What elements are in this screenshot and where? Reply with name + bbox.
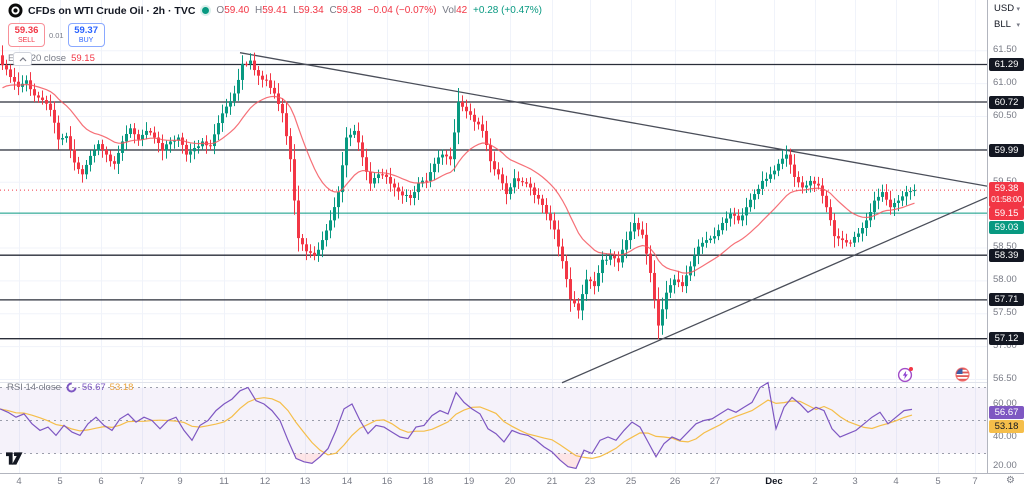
time-tick-label: 16	[381, 476, 393, 487]
rsi-line	[0, 381, 913, 470]
time-tick-label: 7	[972, 476, 978, 487]
chevron-down-icon: ▾	[1016, 5, 1020, 13]
time-tick-label: 2	[812, 476, 818, 487]
bar-countdown: 01:58:00	[991, 194, 1022, 205]
economic-event-flag-icon[interactable]	[954, 366, 971, 388]
price-level-badge: 61.29	[989, 58, 1024, 72]
time-tick-label: 26	[669, 476, 681, 487]
time-tick-label: 4	[893, 476, 899, 487]
time-tick-label: 12	[259, 476, 271, 487]
price-tick-label: 59.50	[993, 176, 1017, 188]
ema-line[interactable]	[2, 83, 915, 274]
price-level-lines[interactable]	[0, 63, 987, 340]
price-level-badge: 60.72	[989, 95, 1024, 109]
price-tick-label: 56.50	[993, 372, 1017, 384]
price-level-badge: 57.12	[989, 332, 1024, 346]
time-tick-label: 9	[177, 476, 183, 487]
price-chart-canvas[interactable]	[0, 0, 987, 473]
time-tick-label: 27	[709, 476, 721, 487]
collapse-legend-button[interactable]	[13, 52, 32, 66]
time-tick-label: 5	[57, 476, 63, 487]
current-price-badge: 59.38 01:58:00	[989, 182, 1024, 208]
timezone-settings-gear-icon[interactable]: ⚙	[1006, 475, 1015, 486]
time-tick-label: 4	[16, 476, 22, 487]
time-tick-label: 7	[139, 476, 145, 487]
time-tick-label: 6	[98, 476, 104, 487]
time-tick-label: 25	[625, 476, 637, 487]
price-axis[interactable]: USD ▾ BLL ▾ 61.5061.0060.5059.5058.5058.…	[987, 0, 1024, 473]
buy-button[interactable]: 59.37 BUY	[67, 23, 105, 47]
price-tick-label: 58.50	[993, 241, 1017, 253]
price-level-badge: 59.99	[989, 143, 1024, 157]
rsi-value-badge: 56.67	[989, 405, 1024, 419]
technicals-gauge-icon[interactable]	[897, 366, 914, 388]
time-axis[interactable]: ⚙ 4 5 6 7 9 11 12 13 14 16 18 19 20 21 23 25 26 27 Dec 2 3 4 5…	[0, 473, 1024, 487]
price-tick-label: 60.50	[993, 109, 1017, 121]
time-tick-label: 5	[935, 476, 941, 487]
time-tick-label: Dec	[765, 476, 783, 487]
chevron-up-icon	[19, 56, 26, 61]
time-tick-label: 11	[219, 476, 229, 487]
rsi-tick-label: 40.00	[993, 430, 1017, 442]
price-tick-label: 58.00	[993, 274, 1017, 286]
price-tick-label: 61.50	[993, 44, 1017, 56]
descending-trendline	[239, 52, 987, 187]
time-tick-label: 23	[584, 476, 596, 487]
ema-value-badge: 59.15	[989, 207, 1024, 221]
tradingview-logo[interactable]	[6, 452, 23, 471]
time-tick-label: 14	[341, 476, 353, 487]
time-tick-label: 18	[422, 476, 434, 487]
prev-close-badge: 59.03	[989, 221, 1024, 235]
candles-layer	[1, 45, 916, 340]
trendlines[interactable]	[239, 52, 987, 384]
spread-value: 0.01	[49, 30, 64, 40]
chevron-down-icon: ▾	[1016, 21, 1020, 29]
rsi-tick-label: 60.00	[993, 397, 1017, 409]
rsi-ma-badge: 53.18	[989, 419, 1024, 433]
price-level-badge: 58.39	[989, 248, 1024, 262]
buy-sell-widget: 59.36 SELL 0.01 59.37 BUY	[8, 23, 545, 47]
rsi-oversold-fill	[293, 453, 324, 464]
time-tick-label: 13	[299, 476, 311, 487]
rsi-tick-label: 20.00	[993, 459, 1017, 471]
sell-button[interactable]: 59.36 SELL	[8, 23, 45, 47]
time-tick-label: 3	[852, 476, 858, 487]
price-tick-label: 57.50	[993, 307, 1017, 319]
currency-selector[interactable]: USD ▾	[994, 3, 1020, 14]
time-tick-label: 19	[463, 476, 475, 487]
time-tick-label: 21	[546, 476, 558, 487]
rsi-oversold-fill	[553, 453, 583, 469]
time-tick-label: 20	[504, 476, 516, 487]
ascending-trendline	[561, 196, 987, 384]
price-level-badge: 57.71	[989, 293, 1024, 307]
price-tick-label: 57.00	[993, 340, 1017, 352]
unit-selector[interactable]: BLL ▾	[994, 19, 1020, 30]
price-tick-label: 61.00	[993, 77, 1017, 89]
